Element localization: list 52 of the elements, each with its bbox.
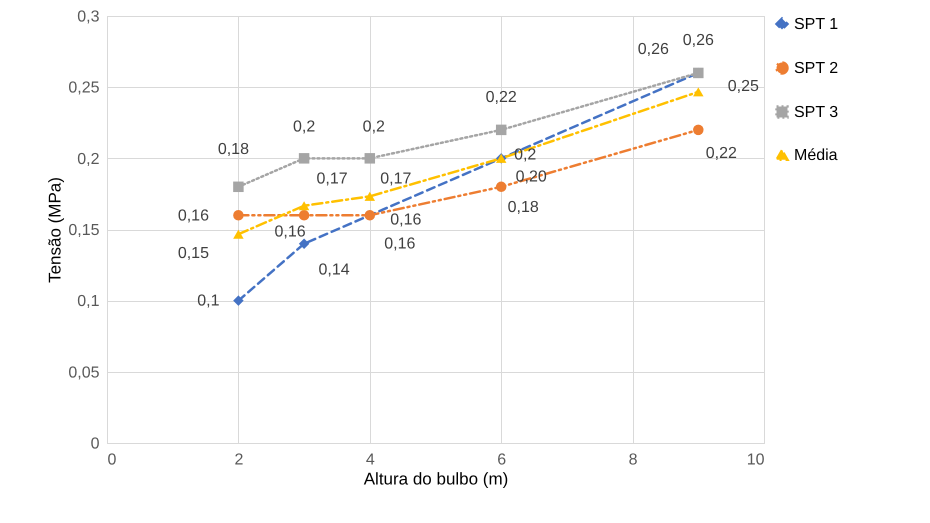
y-tick-label: 0 xyxy=(90,436,100,452)
x-tick-label: 6 xyxy=(497,452,506,468)
data-label: 0,2 xyxy=(292,118,316,136)
data-label: 0,25 xyxy=(728,78,759,95)
legend-label: SPT 1 xyxy=(794,16,838,33)
data-label: 0,17 xyxy=(380,170,412,188)
y-tick-label: 0,1 xyxy=(77,293,100,310)
y-tick-label: 0,2 xyxy=(77,150,100,168)
legend-label: SPT 3 xyxy=(794,104,838,121)
data-label: 0,2 xyxy=(514,146,536,164)
data-label: 0,18 xyxy=(218,140,250,158)
point xyxy=(693,87,704,96)
point xyxy=(298,210,310,220)
x-axis-title: Altura do bulbo (m) xyxy=(364,470,508,488)
data-label: 0,14 xyxy=(318,262,350,279)
y-tick-label: 0,15 xyxy=(68,222,100,239)
y-tick-label: 0,05 xyxy=(68,364,100,382)
point xyxy=(233,295,244,306)
x-tick-label: 2 xyxy=(234,452,244,468)
data-label: 0,15 xyxy=(178,245,210,262)
point xyxy=(298,153,310,164)
data-label: 0,26 xyxy=(682,32,714,49)
x-tick-label: 8 xyxy=(628,452,638,468)
point xyxy=(496,182,506,192)
data-label: 0,16 xyxy=(274,223,306,240)
point xyxy=(233,230,244,239)
data-label: 0,16 xyxy=(384,235,416,252)
x-tick-label: 4 xyxy=(366,452,375,468)
data-label: 0,22 xyxy=(706,144,737,162)
legend-label: SPT 2 xyxy=(794,60,838,77)
y-tick-label: 0,3 xyxy=(77,8,100,26)
data-label: 0,1 xyxy=(197,292,220,310)
x-tick-label: 0 xyxy=(108,452,116,468)
point xyxy=(496,124,506,136)
point xyxy=(233,210,244,220)
data-label: 0,17 xyxy=(316,170,348,188)
y-tick-label: 0,25 xyxy=(68,80,100,97)
point xyxy=(298,201,310,210)
data-label: 0,26 xyxy=(638,40,669,58)
data-label: 0,16 xyxy=(390,211,422,228)
data-label: 0,16 xyxy=(178,207,210,224)
data-label: 0,2 xyxy=(362,118,386,136)
point xyxy=(233,182,244,192)
data-label: 0,22 xyxy=(486,88,517,106)
legend-label: Média xyxy=(794,147,838,164)
point xyxy=(364,153,376,164)
point xyxy=(693,124,704,136)
point xyxy=(364,192,376,201)
x-tick-label: 10 xyxy=(746,452,765,468)
y-axis-title: Tensão (MPa) xyxy=(45,177,64,283)
data-label: 0,18 xyxy=(508,198,539,216)
point xyxy=(298,238,310,249)
